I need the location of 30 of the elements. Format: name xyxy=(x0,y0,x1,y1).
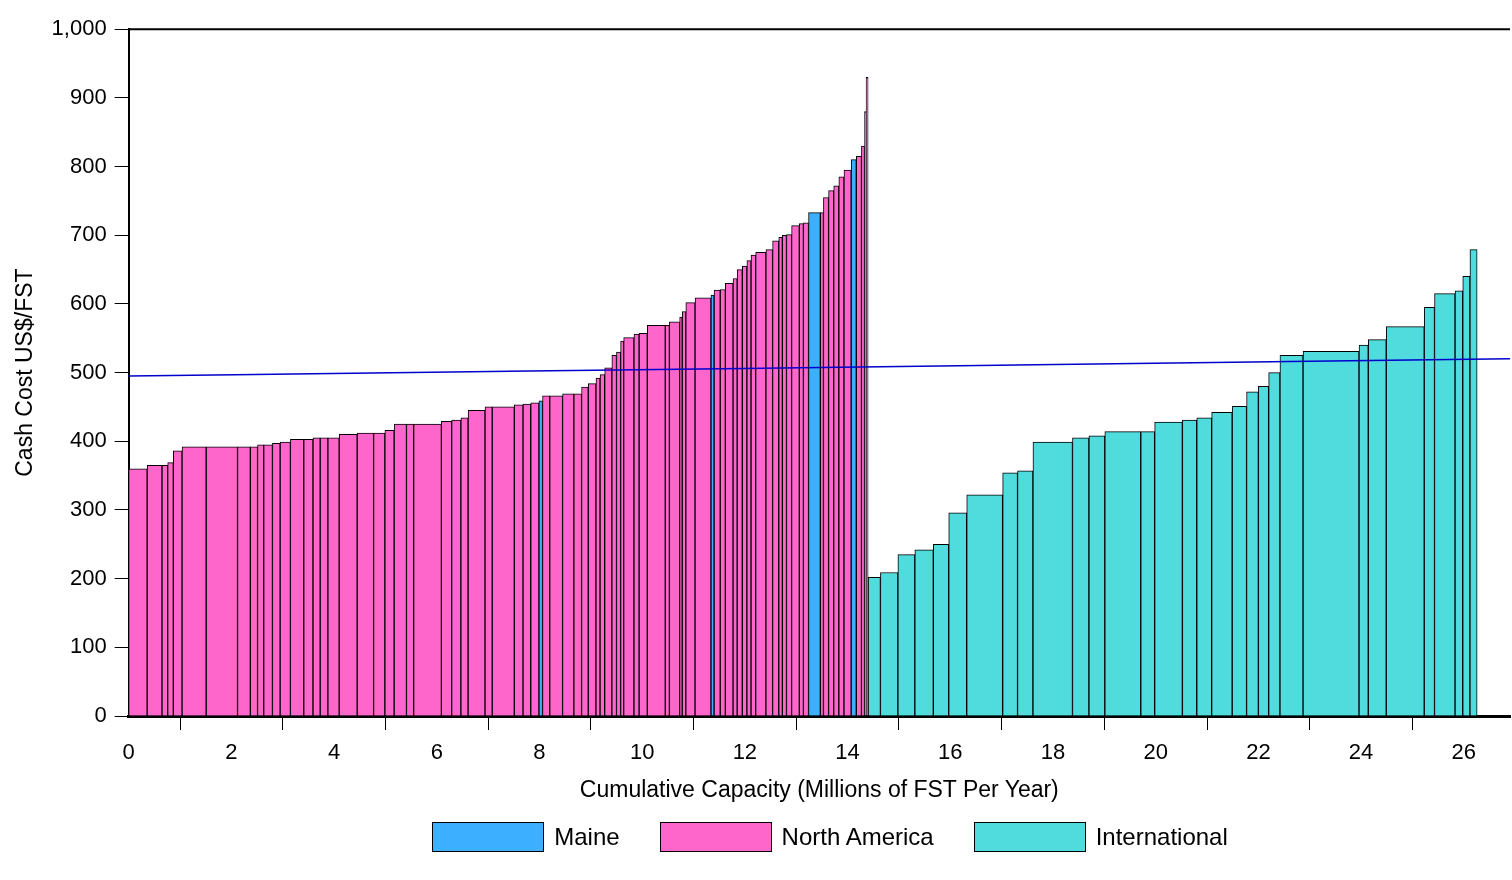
legend-label: Maine xyxy=(554,823,620,851)
x-tick-label: 14 xyxy=(835,739,860,765)
y-tick-label: 600 xyxy=(69,289,107,315)
x-tick-label: 12 xyxy=(732,739,758,765)
x-tick-label: 20 xyxy=(1143,739,1168,765)
x-tick-label: 2 xyxy=(225,739,238,765)
y-tick-label: 300 xyxy=(69,496,107,522)
legend-label: North America xyxy=(781,823,934,851)
x-tick-label: 22 xyxy=(1246,739,1271,765)
x-tick-label: 26 xyxy=(1451,739,1477,765)
y-tick-label: 900 xyxy=(69,83,107,109)
x-tick-label: 8 xyxy=(533,739,546,765)
legend-label: International xyxy=(1095,823,1228,851)
y-tick-label: 100 xyxy=(69,633,107,659)
y-tick-label: 0 xyxy=(94,702,107,728)
x-tick-label: 4 xyxy=(327,739,341,765)
y-tick-label: 700 xyxy=(69,221,107,247)
y-axis-title: Cash Cost US$/FST xyxy=(11,268,38,477)
x-tick-label: 16 xyxy=(938,739,963,765)
x-tick-label: 24 xyxy=(1348,739,1374,765)
y-tick-label: 1,000 xyxy=(51,15,107,41)
y-tick-label: 500 xyxy=(69,358,107,384)
x-tick-label: 6 xyxy=(430,739,443,765)
x-tick-label: 10 xyxy=(629,739,655,765)
x-axis-title: Cumulative Capacity (Millions of FST Per Year) xyxy=(579,775,1059,802)
y-tick-label: 200 xyxy=(69,564,107,590)
x-tick-label: 0 xyxy=(122,739,135,765)
y-tick-label: 800 xyxy=(69,152,107,178)
x-tick-label: 18 xyxy=(1040,739,1066,765)
y-tick-label: 400 xyxy=(69,427,107,453)
